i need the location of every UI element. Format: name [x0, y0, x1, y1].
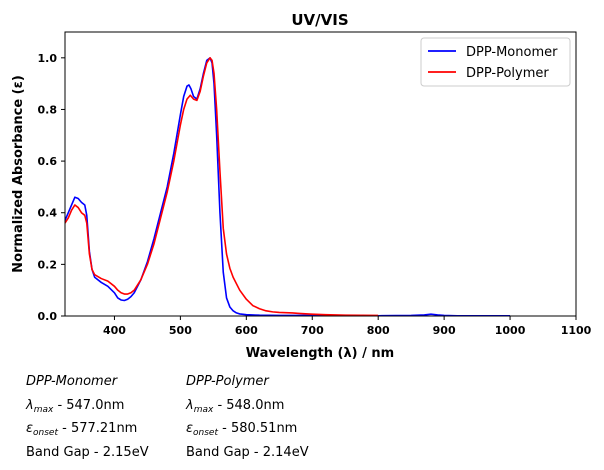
y-tick-label: 1.0 [38, 52, 58, 65]
y-axis-label: Normalized Absorbance (ε) [11, 75, 26, 273]
x-tick-label: 700 [301, 324, 324, 337]
legend-label-monomer: DPP-Monomer [466, 45, 558, 60]
legend-label-polymer: DPP-Polymer [466, 66, 549, 81]
monomer-name: DPP-Monomer [26, 374, 118, 389]
series-layer [65, 57, 511, 316]
plot-frame [64, 31, 577, 317]
y-tick-label: 0.6 [38, 155, 58, 168]
series-line-dpp-monomer [65, 57, 511, 316]
y-tick-label: 0.4 [38, 207, 58, 220]
chart-title: UV/VIS [291, 11, 348, 29]
monomer-info: DPP-Monomer λmax - 547.0nm εonset - 577.… [26, 370, 149, 464]
legend: DPP-Monomer DPP-Polymer [420, 37, 571, 87]
x-axis-label: Wavelength (λ) / nm [246, 346, 394, 361]
legend-box [420, 37, 571, 87]
x-tick-label: 900 [433, 324, 456, 337]
polymer-onset: εonset - 580.51nm [186, 421, 298, 438]
polymer-name: DPP-Polymer [186, 374, 269, 389]
monomer-lambda-max: λmax - 547.0nm [26, 397, 125, 415]
x-tick-label: 500 [169, 324, 192, 337]
x-axis-ticks: 400 500 600 700 800 900 1000 1100 [103, 316, 592, 337]
polymer-info: DPP-Polymer λmax - 548.0nm εonset - 580.… [186, 370, 309, 464]
x-tick-label: 1100 [561, 324, 592, 337]
y-axis-ticks: 0.0 0.2 0.4 0.6 0.8 1.0 [38, 52, 65, 323]
y-tick-label: 0.0 [38, 310, 58, 323]
uv-vis-chart: UV/VIS 400 500 600 700 800 900 1000 1100 0.0 0.2… [11, 11, 592, 361]
polymer-band-gap: Band Gap - 2.14eV [186, 444, 309, 460]
y-tick-label: 0.2 [38, 258, 58, 271]
x-tick-label: 1000 [495, 324, 526, 337]
y-tick-label: 0.8 [38, 103, 58, 116]
polymer-lambda-max: λmax - 548.0nm [186, 397, 285, 415]
monomer-onset: εonset - 577.21nm [26, 421, 138, 438]
series-line-dpp-polymer [65, 57, 379, 316]
monomer-band-gap: Band Gap - 2.15eV [26, 444, 149, 460]
x-tick-label: 400 [103, 324, 126, 337]
x-tick-label: 800 [367, 324, 390, 337]
x-tick-label: 600 [235, 324, 258, 337]
